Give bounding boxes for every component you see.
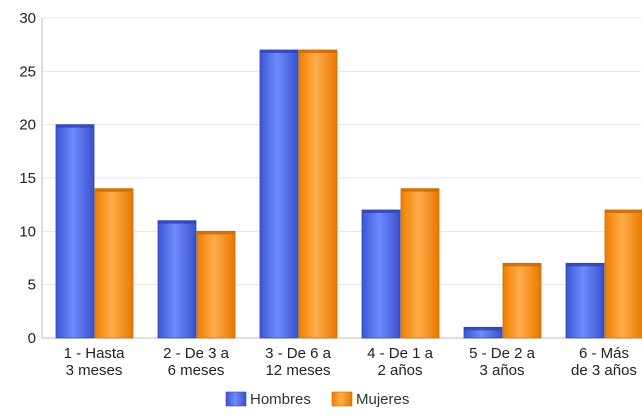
bar-hombres [361, 209, 401, 339]
gridlines [42, 17, 641, 339]
bar-hombres [259, 49, 299, 339]
bar-top-edge [605, 210, 642, 213]
bar-top-edge [362, 210, 400, 213]
bar-mujeres [604, 209, 642, 339]
bar-top-edge [95, 188, 133, 192]
x-category-label: de 3 años [571, 362, 637, 379]
legend: Hombres Mujeres [225, 391, 409, 408]
legend-label: Mujeres [356, 391, 409, 408]
x-category-label: 3 meses [66, 362, 123, 379]
bar-top-edge [299, 50, 337, 53]
bar-mujeres [400, 188, 440, 339]
y-tick-label: 30 [19, 10, 36, 27]
y-tick-label: 20 [19, 117, 36, 134]
y-axis: 0 5 10 15 20 25 30 [19, 10, 641, 347]
y-tick-label: 15 [19, 170, 36, 187]
legend-swatch-mujeres [331, 391, 353, 407]
bars [55, 49, 642, 339]
bar-top-edge [56, 124, 94, 128]
x-category-label: 12 meses [265, 362, 330, 379]
x-category-label: 6 meses [168, 362, 225, 379]
bar-hombres [55, 124, 95, 339]
bar-top-edge [464, 327, 502, 331]
x-category-label: 5 - De 2 a [469, 345, 536, 362]
x-category-label: 4 - De 1 a [367, 345, 434, 362]
bar-top-edge [260, 50, 298, 53]
bar-top-edge [566, 263, 604, 267]
x-category-label: 2 años [377, 362, 422, 379]
bar-mujeres [502, 262, 542, 339]
x-category-label: 2 - De 3 a [163, 345, 230, 362]
bar-mujeres [298, 49, 338, 339]
bar-mujeres [196, 230, 236, 339]
bar-top-edge [401, 188, 439, 192]
legend-label: Hombres [250, 391, 311, 408]
y-tick-label: 25 [19, 63, 36, 80]
legend-swatch-hombres [225, 391, 247, 407]
y-tick-label: 10 [19, 223, 36, 240]
x-category-label: 6 - Más [579, 345, 629, 362]
y-tick-label: 5 [28, 277, 36, 294]
bar-mujeres [94, 188, 134, 339]
bar-hombres [157, 220, 197, 339]
bar-hombres [565, 262, 605, 339]
x-category-label: 3 años [479, 362, 524, 379]
bar-top-edge [503, 263, 541, 267]
y-tick-label: 0 [28, 330, 36, 347]
x-category-label: 3 - De 6 a [265, 345, 332, 362]
x-category-label: 1 - Hasta [64, 345, 126, 362]
bar-top-edge [158, 220, 196, 224]
bar-top-edge [197, 231, 235, 235]
